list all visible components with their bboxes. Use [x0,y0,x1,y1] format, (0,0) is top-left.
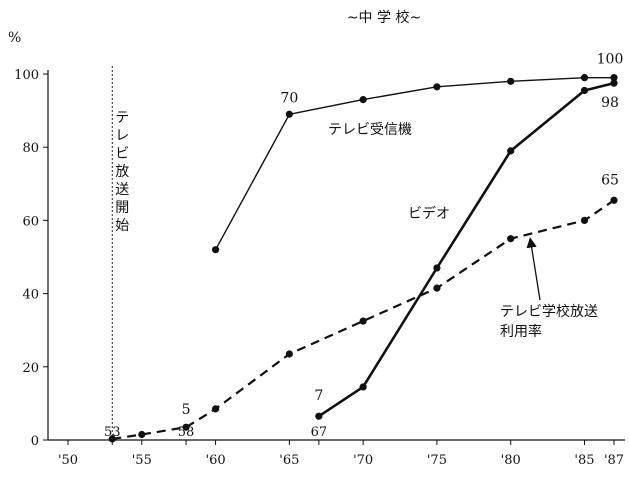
series-0-point [285,110,293,118]
y-tick-label: 20 [22,361,39,376]
series-0-point [359,96,367,104]
y-tick-label: 80 [22,141,39,156]
series-1-point [433,264,441,272]
data-label: 70 [280,90,298,106]
data-label: 7 [314,388,323,404]
series-0-point [610,74,618,82]
chart-title: ~中 学 校~ [347,9,421,26]
series-line-2 [112,199,615,440]
series-0-point [211,246,220,254]
school-broadcast-pointer [526,237,541,301]
series-name-video: ビデオ [408,205,450,222]
series-2-point [108,435,116,443]
series-1-point [610,79,618,87]
series-name-tv-receiver: テレビ受信機 [328,122,412,138]
series-2-point [610,196,618,204]
data-label: 98 [601,95,619,111]
data-label: 100 [597,52,624,68]
x-tick-label: '70 [353,453,373,468]
y-tick-label: 40 [22,288,39,303]
series-2-point [580,216,589,224]
series-line-1 [318,81,615,418]
x-tick-label: '85 [574,453,594,468]
series-2-point [507,235,515,243]
series-1-point [580,86,589,95]
data-label: 5 [182,402,191,418]
x-tick-label: '50 [58,453,78,468]
series-2-point [285,350,293,358]
series-2-point [182,423,190,431]
axes: 0 20 40 60 80 100 '50 53 '55 58 '60 '65 67 '70 '75 '80 '… [14,68,625,468]
y-tick-label: 0 [31,434,39,449]
series-1-point [507,147,515,155]
y-axis-label: % [8,30,21,46]
broadcast-start-label: テレビ放送開始 [115,110,129,234]
y-tick-label: 100 [14,68,39,83]
x-tick-label: '75 [427,453,447,468]
series-name-school-broadcast: テレビ学校放送利用率 [500,303,598,340]
y-tick-label: 60 [22,214,39,229]
x-tick-label: 53 [104,425,121,440]
series-0-point [433,83,441,91]
annotation-layer: テレビ放送開始 [111,66,129,440]
x-tick-label: '65 [279,453,299,468]
series-0-point [580,74,589,82]
series-line-0 [214,76,614,251]
series-0-point [507,77,515,85]
x-tick-label: '55 [132,453,152,468]
series-2-point [211,405,220,413]
series-2-point [359,317,367,325]
x-tick-label: '60 [206,453,226,468]
x-tick-label: '87 [604,453,624,468]
x-tick-label: 58 [178,425,195,440]
x-tick-label: '80 [501,453,521,468]
series-layer [108,74,618,443]
series-2-point [433,284,441,292]
series-2-point [138,430,146,439]
data-label: 65 [601,172,619,188]
x-tick-label: 67 [311,425,328,440]
series-1-point [359,383,367,391]
series-1-point [315,412,323,420]
